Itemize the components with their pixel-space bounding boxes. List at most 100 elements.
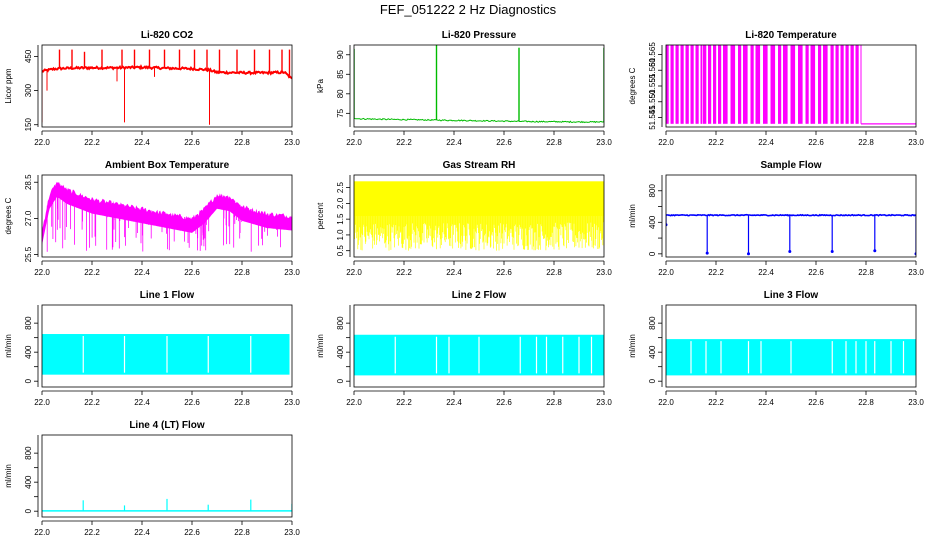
ambient-series — [42, 181, 292, 252]
x-tick-label: 22.8 — [546, 398, 562, 407]
line1-flow-band — [42, 334, 290, 375]
x-tick-label: 23.0 — [596, 138, 612, 147]
x-tick-label: 22.0 — [658, 398, 674, 407]
y-tick-label: 1.0 — [336, 229, 345, 241]
sample-flow-dip-point — [873, 249, 877, 253]
plot-frame — [41, 434, 293, 518]
temperature-toggle-block — [756, 45, 761, 124]
x-tick-label: 22.8 — [858, 268, 874, 277]
temperature-toggle-block — [783, 45, 788, 124]
x-tick-label: 22.8 — [546, 268, 562, 277]
x-tick-label: 23.0 — [908, 268, 924, 277]
panel-line1: Line 1 Flow ml/min 22.0 22.2 22.4 22.6 22.8 23.… — [4, 290, 300, 407]
x-tick-label: 23.0 — [596, 398, 612, 407]
ambient-band — [42, 181, 292, 245]
x-tick-label: 22.6 — [496, 138, 512, 147]
temperature-toggle-block — [671, 45, 674, 124]
y-tick-label: 27.0 — [24, 210, 33, 226]
temperature-toggle-block — [676, 45, 679, 124]
y-tick-label: 400 — [24, 475, 33, 489]
y-tick-label: 0.5 — [336, 245, 345, 257]
panel-title: Li-820 Temperature — [745, 30, 837, 41]
plot-frame — [41, 304, 293, 388]
y-axis-label: ml/min — [316, 334, 325, 358]
co2-series — [42, 49, 292, 125]
y-axis-label: Licor ppm — [4, 68, 13, 103]
y-tick-label: 28.5 — [24, 174, 33, 190]
x-tick-label: 23.0 — [284, 138, 300, 147]
y-tick-label: 450 — [24, 49, 33, 63]
x-tick-label: 22.2 — [396, 268, 412, 277]
sample-flow-line — [666, 213, 916, 217]
x-tick-label: 22.0 — [34, 138, 50, 147]
x-tick-label: 22.0 — [346, 138, 362, 147]
y-axis-label: ml/min — [4, 464, 13, 488]
x-tick-label: 22.0 — [658, 268, 674, 277]
y-tick-label: 51.560 — [648, 57, 657, 82]
temperature-toggle-block — [798, 45, 803, 124]
y-axis-label: kPa — [316, 79, 325, 93]
sample-flow-dip-point — [788, 250, 792, 253]
temperature-toggle-block — [851, 45, 854, 124]
panel-title: Line 1 Flow — [140, 290, 195, 301]
x-tick-label: 22.4 — [446, 268, 462, 277]
temperature-series — [666, 45, 916, 125]
x-tick-label: 22.6 — [808, 398, 824, 407]
y-tick-label: 800 — [648, 184, 657, 198]
x-tick-label: 22.6 — [496, 398, 512, 407]
y-axis-label: percent — [316, 202, 325, 229]
y-tick-label: 800 — [24, 316, 33, 330]
x-tick-label: 22.8 — [858, 398, 874, 407]
panel-line2: Line 2 Flow ml/min 22.0 22.2 22.4 22.6 22.8 23.… — [316, 290, 612, 407]
y-tick-label: 1.5 — [336, 213, 345, 225]
rh-band — [354, 181, 604, 216]
y-tick-label: 150 — [24, 118, 33, 132]
x-tick-label: 22.4 — [758, 268, 774, 277]
temperature-toggle-block — [731, 45, 736, 124]
panel-pressure: Li-820 Pressure kPa 22.0 22.2 22.4 22.6 22.8 23… — [316, 30, 612, 147]
y-tick-label: 0 — [648, 378, 657, 383]
panel-rh: Gas Stream RH percent 22.0 22.2 22.4 22.6 22.8… — [316, 160, 612, 277]
plot-frame — [665, 174, 917, 258]
sample-flow-dip-point — [705, 251, 709, 255]
temperature-toggle-block — [713, 45, 717, 124]
y-axis-label: degrees C — [4, 197, 13, 234]
y-tick-label: 800 — [336, 316, 345, 330]
x-tick-label: 22.6 — [808, 138, 824, 147]
temperature-toggle-block — [681, 45, 684, 124]
x-tick-label: 22.2 — [708, 138, 724, 147]
x-tick-label: 22.0 — [34, 268, 50, 277]
y-tick-label: 51.555 — [648, 73, 657, 98]
y-tick-label: 2.5 — [336, 182, 345, 194]
panel-co2: Li-820 CO2 Licor ppm 22.0 22.2 22.4 22.6 22.8 2… — [4, 30, 300, 147]
panel-title: Li-820 CO2 — [141, 30, 194, 41]
panel-line4: Line 4 (LT) Flow ml/min 22.0 22.2 22.4 22.6 22… — [4, 420, 300, 537]
panel-line3: Line 3 Flow ml/min 22.0 22.2 22.4 22.6 22.8 23.… — [628, 290, 924, 407]
panel-temperature: Li-820 Temperature degrees C 22.0 22.2 22.4 2… — [628, 30, 924, 147]
x-tick-label: 22.2 — [708, 398, 724, 407]
y-tick-label: 51.550 — [648, 89, 657, 114]
temperature-toggle-block — [846, 45, 849, 124]
sample_flow-series — [666, 213, 916, 256]
temperature-toggle-block — [743, 45, 748, 124]
x-tick-label: 22.0 — [346, 398, 362, 407]
y-tick-label: 400 — [24, 345, 33, 359]
figure-title: FEF_051222 2 Hz Diagnostics — [380, 2, 557, 17]
x-tick-label: 22.2 — [396, 138, 412, 147]
rh-series — [354, 181, 604, 251]
temperature-toggle-block — [666, 45, 669, 124]
panel-title: Line 2 Flow — [452, 290, 507, 301]
panels: Li-820 CO2 Licor ppm 22.0 22.2 22.4 22.6 22.8 2… — [4, 30, 924, 537]
temperature-toggle-block — [823, 45, 828, 124]
panel-title: Gas Stream RH — [443, 160, 516, 171]
temperature-toggle-block — [841, 45, 844, 124]
line1-series — [42, 334, 290, 375]
x-tick-label: 23.0 — [284, 268, 300, 277]
plot-frame — [353, 174, 605, 258]
x-tick-label: 22.4 — [758, 398, 774, 407]
temperature-toggle-block — [791, 45, 796, 124]
x-tick-label: 22.6 — [184, 398, 200, 407]
x-tick-label: 22.4 — [134, 528, 150, 537]
x-tick-label: 22.6 — [184, 138, 200, 147]
